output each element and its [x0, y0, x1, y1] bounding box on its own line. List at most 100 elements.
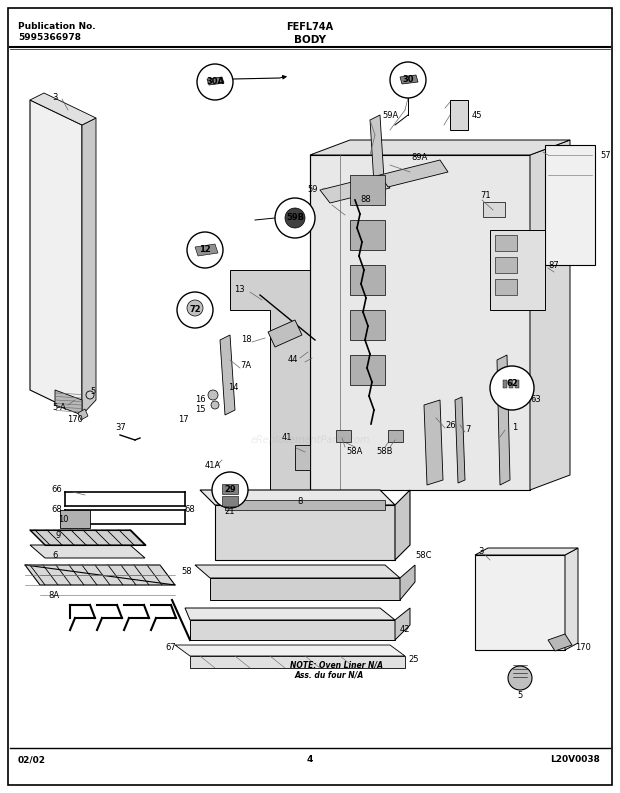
Polygon shape — [195, 244, 218, 256]
Text: 59B: 59B — [286, 213, 304, 223]
Polygon shape — [380, 160, 448, 187]
Text: 17: 17 — [178, 416, 188, 424]
Text: 66: 66 — [51, 485, 62, 495]
Circle shape — [197, 64, 233, 100]
Text: 7: 7 — [465, 426, 471, 435]
Bar — [509, 380, 513, 388]
Polygon shape — [220, 335, 235, 415]
Circle shape — [390, 62, 426, 98]
Text: 41: 41 — [281, 434, 292, 442]
Bar — [295, 445, 310, 470]
Text: 14: 14 — [228, 384, 239, 393]
Bar — [490, 230, 545, 310]
Text: 6: 6 — [52, 550, 58, 560]
Text: 7A: 7A — [240, 361, 251, 370]
Text: 88: 88 — [360, 196, 371, 205]
Text: 8A: 8A — [48, 591, 59, 600]
Text: 02/02: 02/02 — [18, 756, 46, 764]
Text: 15: 15 — [195, 405, 205, 415]
Text: NOTE: Oven Liner N/A: NOTE: Oven Liner N/A — [290, 661, 383, 669]
Text: 13: 13 — [234, 285, 245, 294]
Polygon shape — [475, 548, 578, 555]
Polygon shape — [320, 175, 390, 203]
Polygon shape — [400, 565, 415, 600]
Text: 58C: 58C — [415, 550, 432, 560]
Text: 37: 37 — [115, 423, 126, 432]
Polygon shape — [210, 578, 400, 600]
Polygon shape — [475, 555, 565, 650]
Polygon shape — [30, 530, 145, 545]
Text: 1: 1 — [512, 423, 517, 432]
Text: 21: 21 — [224, 508, 235, 516]
Text: 30A: 30A — [206, 78, 224, 86]
Bar — [350, 310, 385, 340]
Polygon shape — [530, 140, 570, 490]
Polygon shape — [200, 490, 395, 505]
Text: 59A: 59A — [382, 110, 398, 120]
Circle shape — [285, 208, 305, 228]
Text: 5: 5 — [90, 388, 95, 396]
Polygon shape — [185, 608, 395, 620]
Text: 5-A: 5-A — [52, 404, 66, 412]
Polygon shape — [545, 145, 595, 265]
Polygon shape — [195, 565, 400, 578]
Text: 10: 10 — [58, 515, 68, 524]
Text: 87: 87 — [548, 260, 559, 270]
Polygon shape — [30, 100, 82, 415]
Polygon shape — [175, 645, 405, 656]
Polygon shape — [565, 548, 578, 650]
Text: Ass. du four N/A: Ass. du four N/A — [295, 671, 365, 680]
Bar — [222, 496, 238, 506]
Polygon shape — [78, 409, 88, 420]
Polygon shape — [310, 140, 570, 155]
Text: 29: 29 — [224, 485, 236, 495]
Text: 44: 44 — [288, 355, 298, 365]
Polygon shape — [310, 155, 530, 490]
Bar — [350, 175, 385, 205]
Text: 41A: 41A — [205, 461, 221, 469]
Text: FEFL74A: FEFL74A — [286, 22, 334, 32]
Polygon shape — [370, 115, 385, 200]
Text: 58A: 58A — [347, 447, 363, 457]
Circle shape — [86, 391, 94, 399]
Text: 12: 12 — [199, 246, 211, 255]
Text: BODY: BODY — [294, 35, 326, 45]
Text: 42: 42 — [400, 626, 410, 634]
Text: 170: 170 — [575, 643, 591, 653]
Bar — [483, 202, 505, 217]
Bar — [350, 265, 385, 295]
Bar — [350, 220, 385, 250]
Polygon shape — [225, 500, 385, 510]
Bar — [503, 380, 507, 388]
Circle shape — [211, 401, 219, 409]
Polygon shape — [424, 400, 443, 485]
Text: 58B: 58B — [377, 447, 393, 457]
Text: 16: 16 — [195, 396, 206, 404]
Polygon shape — [497, 355, 510, 485]
Text: 8: 8 — [298, 497, 303, 507]
Bar — [495, 257, 517, 273]
Circle shape — [508, 666, 532, 690]
Text: 68: 68 — [184, 505, 195, 515]
Polygon shape — [190, 620, 395, 640]
Bar — [515, 380, 519, 388]
Polygon shape — [207, 77, 224, 85]
Polygon shape — [55, 390, 82, 415]
Polygon shape — [30, 93, 96, 125]
Circle shape — [187, 232, 223, 268]
Circle shape — [212, 472, 248, 508]
Text: 68: 68 — [51, 505, 62, 515]
Text: 5: 5 — [517, 691, 523, 699]
Bar — [336, 430, 351, 442]
Polygon shape — [25, 565, 175, 585]
Polygon shape — [400, 75, 418, 84]
Circle shape — [177, 292, 213, 328]
Bar — [350, 355, 385, 385]
Bar — [495, 235, 517, 251]
Text: 30: 30 — [402, 75, 414, 85]
Text: L20V0038: L20V0038 — [550, 756, 600, 764]
Polygon shape — [30, 545, 145, 558]
Text: Publication No.: Publication No. — [18, 22, 95, 31]
Bar — [450, 100, 468, 130]
Text: 71: 71 — [480, 190, 490, 200]
